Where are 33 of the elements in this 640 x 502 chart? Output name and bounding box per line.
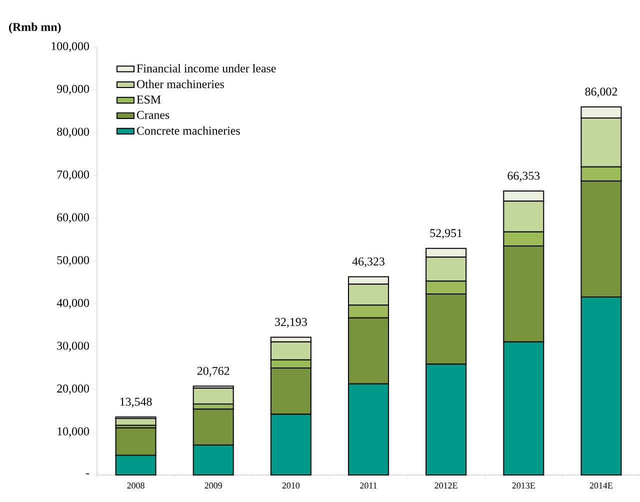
x-tick-label: 2010 <box>282 482 300 489</box>
x-tick-label: 2013E <box>512 482 535 489</box>
total-label: 13,548 <box>120 398 152 408</box>
total-label: 20,762 <box>197 366 230 377</box>
legend-label: Financial income under lease <box>136 64 276 72</box>
legend-label: Cranes <box>136 110 170 119</box>
total-label: 86,002 <box>585 88 617 98</box>
total-label: 46,323 <box>352 257 384 268</box>
y-tick-label: 70,000 <box>57 170 90 180</box>
bar <box>115 418 156 426</box>
y-tick-label: 80,000 <box>57 128 90 138</box>
y-tick-label: 20,000 <box>57 384 90 394</box>
x-tick-label: 2008 <box>127 482 144 489</box>
legend-label: Other machineries <box>136 80 224 88</box>
y-tick-label: 40,000 <box>56 298 90 309</box>
x-tick-label: 2011 <box>360 482 377 489</box>
total-label: 66,353 <box>508 172 540 182</box>
legend-label: Concrete machineries <box>136 126 240 135</box>
y-tick-label: - <box>86 473 90 474</box>
x-tick-label: 2012E <box>434 482 458 489</box>
x-tick-label: 2014E <box>590 482 612 489</box>
y-axis-title: (Rmb mn) <box>9 22 61 34</box>
y-tick-label: 50,000 <box>57 256 90 266</box>
y-tick-label: 100,000 <box>52 42 90 52</box>
y-tick-label: 90,000 <box>56 84 90 95</box>
bar <box>192 388 234 404</box>
total-label: 52,951 <box>430 229 462 239</box>
y-tick-label: 30,000 <box>57 342 90 352</box>
total-label: 32,193 <box>275 318 307 328</box>
y-tick-label: 60,000 <box>57 213 90 224</box>
legend-label: ESM <box>136 96 161 104</box>
y-tick-label: 10,000 <box>58 427 90 438</box>
x-tick-label: 2009 <box>204 482 222 489</box>
